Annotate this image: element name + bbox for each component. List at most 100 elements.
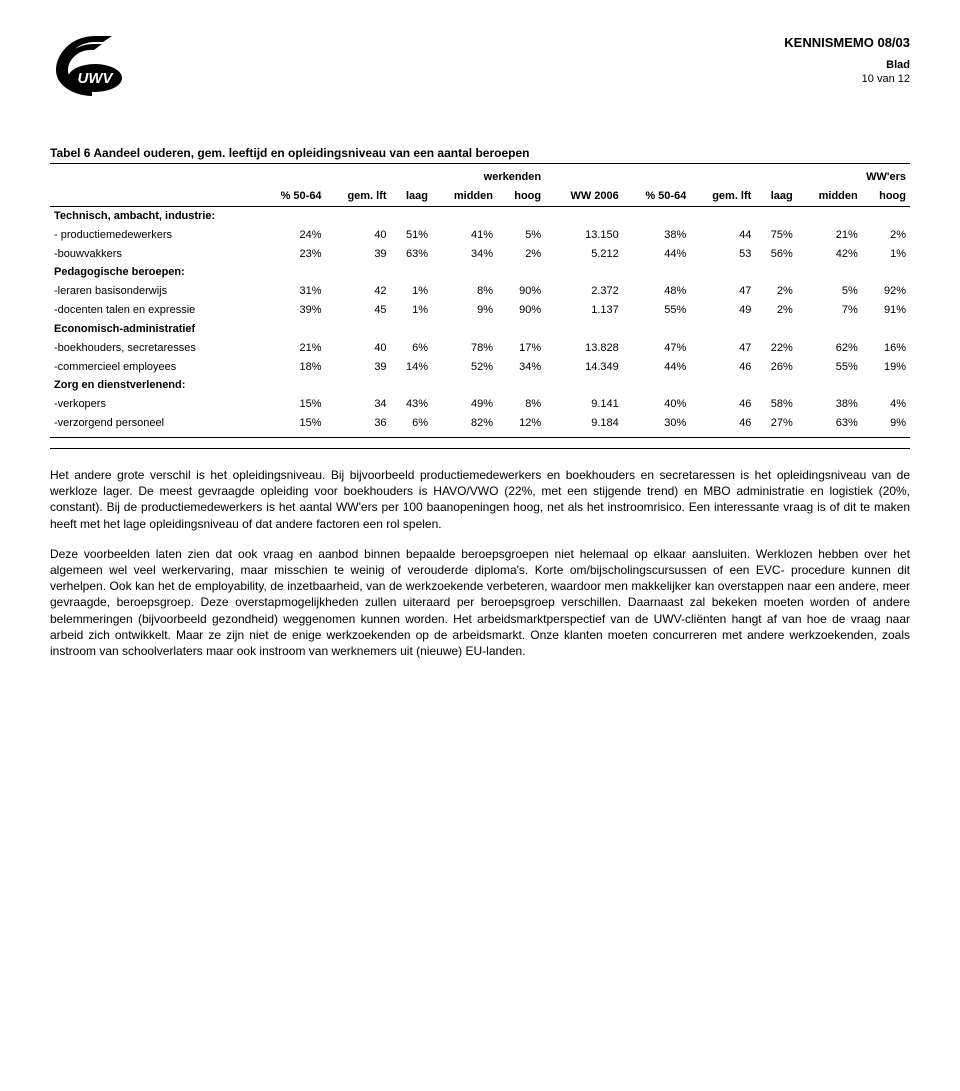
cell: 39 (326, 245, 391, 264)
cell: 75% (755, 226, 796, 245)
super-header-right: WW'ers (623, 168, 910, 187)
section-row: Technisch, ambacht, industrie: (50, 206, 910, 225)
cell: 31% (258, 282, 326, 301)
page: UWV KENNISMEMO 08/03 Blad 10 van 12 Tabe… (0, 0, 960, 723)
cell: 1% (862, 245, 910, 264)
col-h10: midden (797, 187, 862, 206)
cell: 38% (623, 226, 691, 245)
cell: 14% (391, 358, 432, 377)
row-label: -verzorgend personeel (50, 414, 258, 433)
cell: 45 (326, 301, 391, 320)
cell: 18% (258, 358, 326, 377)
page-indicator: 10 van 12 (140, 72, 910, 87)
cell: 5% (497, 226, 545, 245)
cell: 62% (797, 339, 862, 358)
cell: 26% (755, 358, 796, 377)
col-h8: gem. lft (690, 187, 755, 206)
super-header-left: werkenden (258, 168, 545, 187)
cell: 9.141 (545, 395, 623, 414)
data-table: werkenden WW'ers % 50-64 gem. lft laag m… (50, 168, 910, 433)
cell: 21% (797, 226, 862, 245)
blad-label: Blad (140, 58, 910, 73)
cell: 23% (258, 245, 326, 264)
cell: 63% (391, 245, 432, 264)
col-h2: gem. lft (326, 187, 391, 206)
cell: 46 (690, 395, 755, 414)
cell: 2% (497, 245, 545, 264)
cell: 6% (391, 339, 432, 358)
row-label: -commercieel employees (50, 358, 258, 377)
table-row: - productiemedewerkers24%4051%41%5%13.15… (50, 226, 910, 245)
cell: 49 (690, 301, 755, 320)
cell: 2% (755, 282, 796, 301)
cell: 40 (326, 339, 391, 358)
cell: 38% (797, 395, 862, 414)
table-bottom-rule-2 (50, 448, 910, 449)
section-label: Pedagogische beroepen: (50, 263, 910, 282)
cell: 40% (623, 395, 691, 414)
cell: 9.184 (545, 414, 623, 433)
paragraph-2: Deze voorbeelden laten zien dat ook vraa… (50, 546, 910, 659)
section-label: Zorg en dienstverlenend: (50, 376, 910, 395)
cell: 46 (690, 414, 755, 433)
cell: 52% (432, 358, 497, 377)
table-row: -boekhouders, secretaresses21%406%78%17%… (50, 339, 910, 358)
cell: 5% (797, 282, 862, 301)
cell: 55% (623, 301, 691, 320)
cell: 39 (326, 358, 391, 377)
table-header-row: % 50-64 gem. lft laag midden hoog WW 200… (50, 187, 910, 206)
cell: 58% (755, 395, 796, 414)
cell: 5.212 (545, 245, 623, 264)
col-h6: WW 2006 (545, 187, 623, 206)
cell: 42% (797, 245, 862, 264)
cell: 55% (797, 358, 862, 377)
memo-title: KENNISMEMO 08/03 (140, 34, 910, 52)
cell: 46 (690, 358, 755, 377)
cell: 56% (755, 245, 796, 264)
cell: 2% (755, 301, 796, 320)
cell: 15% (258, 414, 326, 433)
table-row: -docenten talen en expressie39%451%9%90%… (50, 301, 910, 320)
cell: 4% (862, 395, 910, 414)
row-label: -boekhouders, secretaresses (50, 339, 258, 358)
cell: 42 (326, 282, 391, 301)
cell: 39% (258, 301, 326, 320)
cell: 90% (497, 282, 545, 301)
table-row: -bouwvakkers23%3963%34%2%5.21244%5356%42… (50, 245, 910, 264)
svg-text:UWV: UWV (78, 70, 115, 87)
body-text: Het andere grote verschil is het opleidi… (50, 467, 910, 659)
cell: 22% (755, 339, 796, 358)
uwv-logo-icon: UWV (50, 30, 140, 100)
section-label: Economisch-administratief (50, 320, 910, 339)
cell: 7% (797, 301, 862, 320)
col-h3: laag (391, 187, 432, 206)
cell: 14.349 (545, 358, 623, 377)
cell: 41% (432, 226, 497, 245)
cell: 2% (862, 226, 910, 245)
cell: 16% (862, 339, 910, 358)
cell: 47% (623, 339, 691, 358)
uwv-logo: UWV (50, 30, 140, 100)
cell: 30% (623, 414, 691, 433)
page-header: UWV KENNISMEMO 08/03 Blad 10 van 12 (50, 30, 910, 100)
section-row: Zorg en dienstverlenend: (50, 376, 910, 395)
cell: 12% (497, 414, 545, 433)
cell: 17% (497, 339, 545, 358)
table-row: -verzorgend personeel15%366%82%12%9.1843… (50, 414, 910, 433)
cell: 47 (690, 282, 755, 301)
table-title: Tabel 6 Aandeel ouderen, gem. leeftijd e… (50, 145, 910, 161)
table-super-header: werkenden WW'ers (50, 168, 910, 187)
table-row: -leraren basisonderwijs31%421%8%90%2.372… (50, 282, 910, 301)
cell: 19% (862, 358, 910, 377)
cell: 9% (862, 414, 910, 433)
cell: 13.150 (545, 226, 623, 245)
section-row: Economisch-administratief (50, 320, 910, 339)
cell: 44% (623, 245, 691, 264)
cell: 78% (432, 339, 497, 358)
table-row: -commercieel employees18%3914%52%34%14.3… (50, 358, 910, 377)
cell: 49% (432, 395, 497, 414)
cell: 90% (497, 301, 545, 320)
col-h4: midden (432, 187, 497, 206)
table-bottom-rule (50, 437, 910, 438)
cell: 34% (432, 245, 497, 264)
